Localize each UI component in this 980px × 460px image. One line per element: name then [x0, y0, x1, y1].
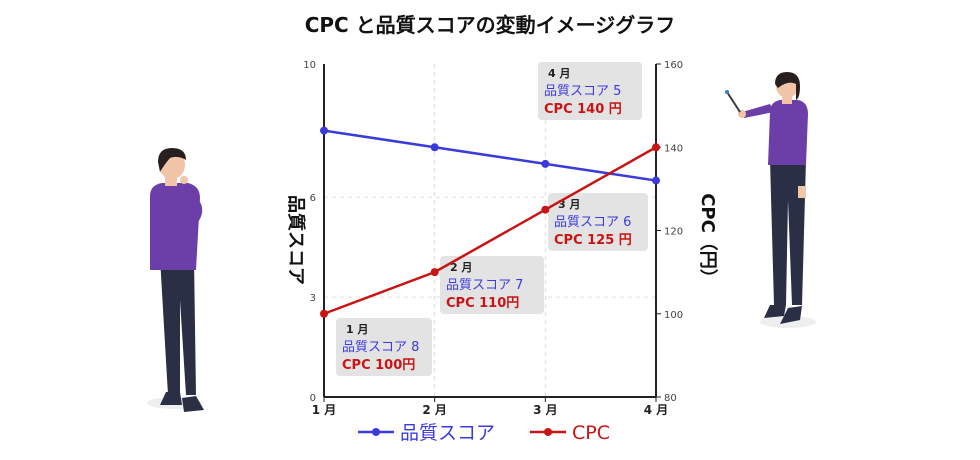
y-right-tick-label: 140: [664, 143, 683, 154]
series-point-left: [320, 126, 328, 135]
x-tick-label: 2 月: [422, 403, 447, 417]
annotation-background: [336, 318, 432, 376]
annotation-month: 3 月: [558, 198, 580, 211]
series-line-right: [323, 146, 657, 315]
y-left-tick-label: 6: [310, 193, 316, 204]
presenter-with-pointer-illustration: [725, 72, 816, 328]
annotation-quality: 品質スコア 8: [342, 340, 419, 355]
series-point-right: [541, 205, 550, 214]
y-right-tick-label: 100: [664, 310, 683, 321]
annotation-cpc: CPC 125 円: [554, 233, 632, 248]
series-point-left: [652, 176, 660, 185]
y-right-tick-label: 160: [664, 60, 683, 71]
legend: 品質スコア CPC: [358, 422, 610, 444]
y-right-tick-label: 120: [664, 227, 683, 238]
legend-swatch-marker: [544, 428, 552, 436]
y-right-axis-title: CPC（円）: [697, 193, 718, 287]
annotation-cpc: CPC 100円: [342, 358, 415, 373]
x-tick-label: 3 月: [533, 403, 558, 417]
annotation-quality: 品質スコア 5: [544, 84, 621, 99]
series-point-left: [430, 143, 439, 152]
thinking-person-illustration: [147, 148, 204, 412]
legend-swatch-marker: [372, 428, 380, 436]
y-left-tick-label: 0: [310, 393, 316, 404]
annotation-background: [538, 62, 642, 120]
legend-label: CPC: [572, 422, 610, 444]
series-layer: [320, 126, 660, 318]
series-point-right: [430, 268, 439, 277]
annotation-cpc: CPC 110円: [446, 296, 519, 311]
series-line-left: [323, 129, 657, 182]
annotation-quality: 品質スコア 7: [446, 278, 523, 293]
y-right-tick-label: 80: [664, 393, 677, 404]
annotation-month: 2 月: [450, 261, 472, 274]
x-tick-label: 1 月: [312, 403, 337, 417]
annotation-cpc: CPC 140 円: [544, 102, 622, 117]
annotation-quality: 品質スコア 6: [554, 215, 631, 230]
x-tick-label: 4 月: [644, 403, 669, 417]
annotation-month: 1 月: [346, 323, 368, 336]
legend-label: 品質スコア: [400, 422, 495, 444]
y-left-axis-title: 品質スコア: [285, 195, 307, 285]
annotation-background: [548, 193, 648, 251]
chart-title: CPC と品質スコアの変動イメージグラフ: [305, 13, 676, 37]
series-point-left: [541, 159, 550, 168]
y-left-tick-label: 10: [303, 60, 316, 71]
annotation-month: 4 月: [548, 67, 570, 80]
series-point-right: [320, 309, 328, 318]
annotation-background: [440, 256, 544, 314]
y-left-tick-label: 3: [310, 293, 316, 304]
series-point-right: [652, 143, 660, 152]
